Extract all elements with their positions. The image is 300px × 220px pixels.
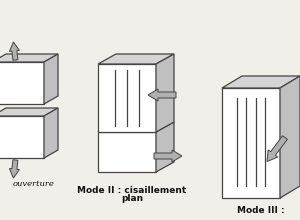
Text: ouverture: ouverture (13, 180, 55, 188)
Text: plan: plan (121, 194, 143, 203)
FancyArrow shape (9, 42, 20, 60)
FancyArrow shape (9, 160, 20, 178)
Polygon shape (0, 62, 44, 104)
Polygon shape (222, 88, 280, 198)
Polygon shape (98, 132, 156, 172)
FancyArrow shape (267, 136, 287, 161)
Polygon shape (44, 54, 58, 104)
Polygon shape (98, 64, 156, 132)
Polygon shape (98, 122, 174, 132)
FancyArrow shape (148, 89, 176, 101)
Text: Mode II : cisaillement: Mode II : cisaillement (77, 186, 187, 195)
Polygon shape (0, 54, 58, 62)
Text: Mode III :: Mode III : (237, 206, 285, 215)
Polygon shape (98, 54, 174, 64)
Polygon shape (222, 76, 300, 88)
Polygon shape (44, 108, 58, 158)
Polygon shape (280, 76, 300, 198)
Polygon shape (156, 122, 174, 172)
FancyArrow shape (154, 150, 182, 162)
Polygon shape (156, 54, 174, 132)
Polygon shape (0, 116, 44, 158)
Polygon shape (0, 108, 58, 116)
